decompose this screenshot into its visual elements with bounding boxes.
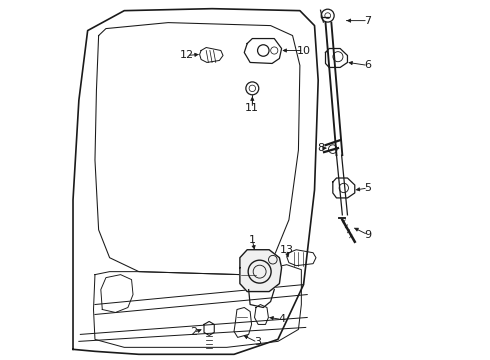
Text: 1: 1: [249, 235, 256, 245]
Text: 12: 12: [179, 50, 194, 60]
Polygon shape: [240, 250, 282, 292]
Polygon shape: [73, 9, 318, 354]
Text: 11: 11: [245, 103, 259, 113]
Text: 4: 4: [278, 314, 285, 324]
Text: 8: 8: [317, 143, 324, 153]
Text: 2: 2: [190, 327, 197, 337]
Text: 3: 3: [254, 337, 261, 347]
Text: 13: 13: [280, 245, 294, 255]
Text: 5: 5: [365, 183, 371, 193]
Text: 7: 7: [365, 15, 371, 26]
Text: 9: 9: [365, 230, 371, 240]
Text: 10: 10: [296, 45, 311, 55]
Text: 6: 6: [365, 60, 371, 71]
